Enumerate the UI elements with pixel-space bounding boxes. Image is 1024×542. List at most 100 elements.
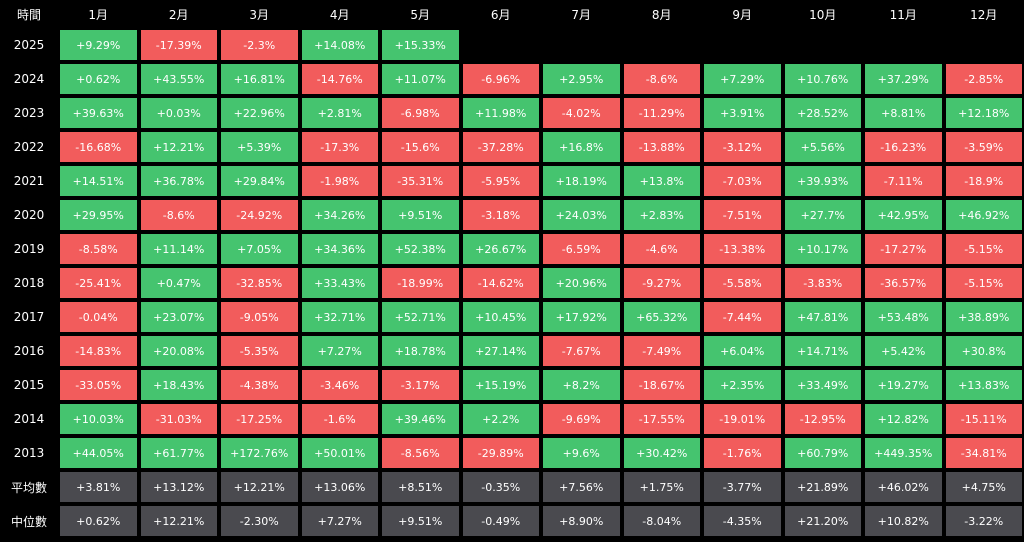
return-cell-2018-11: -36.57% [864, 267, 943, 299]
summary-cell-2-10: +21.20% [783, 505, 862, 537]
return-cell-2024-5: +11.07% [381, 63, 460, 95]
year-label-2018: 2018 [13, 276, 45, 290]
return-cell-2016-10: +14.71% [783, 335, 862, 367]
return-cell-2019-7: -6.59% [542, 233, 621, 265]
corner-header-label: 時間 [16, 7, 41, 22]
return-cell-2018-12: -5.15% [944, 267, 1023, 299]
return-cell-2018-2: +0.47% [139, 267, 218, 299]
return-cell-2024-3: +16.81% [220, 63, 299, 95]
return-cell-2023-10: +28.52% [783, 97, 862, 129]
return-cell-2016-6: +27.14% [461, 335, 540, 367]
return-cell-2023-4: +2.81% [300, 97, 379, 129]
empty-cell-2025-8 [623, 29, 702, 61]
return-cell-2025-4: +14.08% [300, 29, 379, 61]
return-cell-2017-4: +32.71% [300, 301, 379, 333]
month-header-3: 3月 [249, 7, 270, 22]
month-header-6: 6月 [490, 7, 511, 22]
return-cell-2014-10: -12.95% [783, 403, 862, 435]
year-label-2015: 2015 [13, 378, 45, 392]
return-cell-2024-7: +2.95% [542, 63, 621, 95]
month-header-7: 7月 [571, 7, 592, 22]
return-cell-2025-5: +15.33% [381, 29, 460, 61]
return-cell-2013-12: -34.81% [944, 437, 1023, 469]
return-cell-2016-8: -7.49% [622, 335, 701, 367]
return-cell-2014-12: -15.11% [944, 403, 1023, 435]
empty-cell-2025-7 [542, 29, 621, 61]
return-cell-2016-11: +5.42% [864, 335, 943, 367]
return-cell-2013-11: +449.35% [864, 437, 943, 469]
summary-cell-2-3: -2.30% [220, 505, 299, 537]
return-cell-2018-6: -14.62% [461, 267, 540, 299]
return-cell-2019-11: -17.27% [864, 233, 943, 265]
year-label-2017: 2017 [13, 310, 45, 324]
year-label-2023: 2023 [13, 106, 45, 120]
summary-cell-1-10: +21.89% [783, 471, 862, 503]
return-cell-2022-3: +5.39% [220, 131, 299, 163]
return-cell-2021-11: -7.11% [864, 165, 943, 197]
year-label-2014: 2014 [13, 412, 45, 426]
return-cell-2014-11: +12.82% [864, 403, 943, 435]
return-cell-2024-10: +10.76% [783, 63, 862, 95]
return-cell-2022-8: -13.88% [622, 131, 701, 163]
month-header-12: 12月 [970, 7, 998, 22]
summary-cell-2-1: +0.62% [59, 505, 138, 537]
return-cell-2017-12: +38.89% [944, 301, 1023, 333]
return-cell-2017-2: +23.07% [139, 301, 218, 333]
return-cell-2016-5: +18.78% [381, 335, 460, 367]
month-header-9: 9月 [732, 7, 753, 22]
return-cell-2015-3: -4.38% [220, 369, 299, 401]
summary-cell-1-12: +4.75% [944, 471, 1023, 503]
return-cell-2018-7: +20.96% [542, 267, 621, 299]
year-label-2013: 2013 [13, 446, 45, 460]
return-cell-2019-12: -5.15% [944, 233, 1023, 265]
empty-cell-2025-12 [945, 29, 1024, 61]
summary-cell-2-8: -8.04% [622, 505, 701, 537]
return-cell-2015-9: +2.35% [703, 369, 782, 401]
return-cell-2013-9: -1.76% [703, 437, 782, 469]
return-cell-2020-5: +9.51% [381, 199, 460, 231]
year-label-2021: 2021 [13, 174, 45, 188]
return-cell-2021-12: -18.9% [944, 165, 1023, 197]
return-cell-2016-4: +7.27% [300, 335, 379, 367]
return-cell-2017-10: +47.81% [783, 301, 862, 333]
return-cell-2014-5: +39.46% [381, 403, 460, 435]
summary-cell-1-4: +13.06% [300, 471, 379, 503]
return-cell-2022-6: -37.28% [461, 131, 540, 163]
return-cell-2021-2: +36.78% [139, 165, 218, 197]
return-cell-2021-10: +39.93% [783, 165, 862, 197]
year-label-2020: 2020 [13, 208, 45, 222]
return-cell-2013-7: +9.6% [542, 437, 621, 469]
return-cell-2021-5: -35.31% [381, 165, 460, 197]
month-header-11: 11月 [889, 7, 917, 22]
summary-cell-2-11: +10.82% [864, 505, 943, 537]
return-cell-2015-4: -3.46% [300, 369, 379, 401]
return-cell-2017-5: +52.71% [381, 301, 460, 333]
return-cell-2020-7: +24.03% [542, 199, 621, 231]
return-cell-2013-10: +60.79% [783, 437, 862, 469]
empty-cell-2025-10 [784, 29, 863, 61]
return-cell-2016-3: -5.35% [220, 335, 299, 367]
return-cell-2025-1: +9.29% [59, 29, 138, 61]
return-cell-2013-4: +50.01% [300, 437, 379, 469]
return-cell-2013-2: +61.77% [139, 437, 218, 469]
return-cell-2021-9: -7.03% [703, 165, 782, 197]
summary-label-2: 中位數 [10, 514, 47, 529]
return-cell-2014-1: +10.03% [59, 403, 138, 435]
return-cell-2021-8: +13.8% [622, 165, 701, 197]
return-cell-2023-7: -4.02% [542, 97, 621, 129]
return-cell-2023-12: +12.18% [944, 97, 1023, 129]
summary-cell-1-6: -0.35% [461, 471, 540, 503]
return-cell-2019-2: +11.14% [139, 233, 218, 265]
return-cell-2021-4: -1.98% [300, 165, 379, 197]
return-cell-2020-11: +42.95% [864, 199, 943, 231]
return-cell-2024-9: +7.29% [703, 63, 782, 95]
return-cell-2023-6: +11.98% [461, 97, 540, 129]
return-cell-2016-12: +30.8% [944, 335, 1023, 367]
summary-cell-2-5: +9.51% [381, 505, 460, 537]
return-cell-2020-1: +29.95% [59, 199, 138, 231]
return-cell-2024-8: -8.6% [622, 63, 701, 95]
return-cell-2021-1: +14.51% [59, 165, 138, 197]
return-cell-2013-8: +30.42% [622, 437, 701, 469]
return-cell-2017-3: -9.05% [220, 301, 299, 333]
